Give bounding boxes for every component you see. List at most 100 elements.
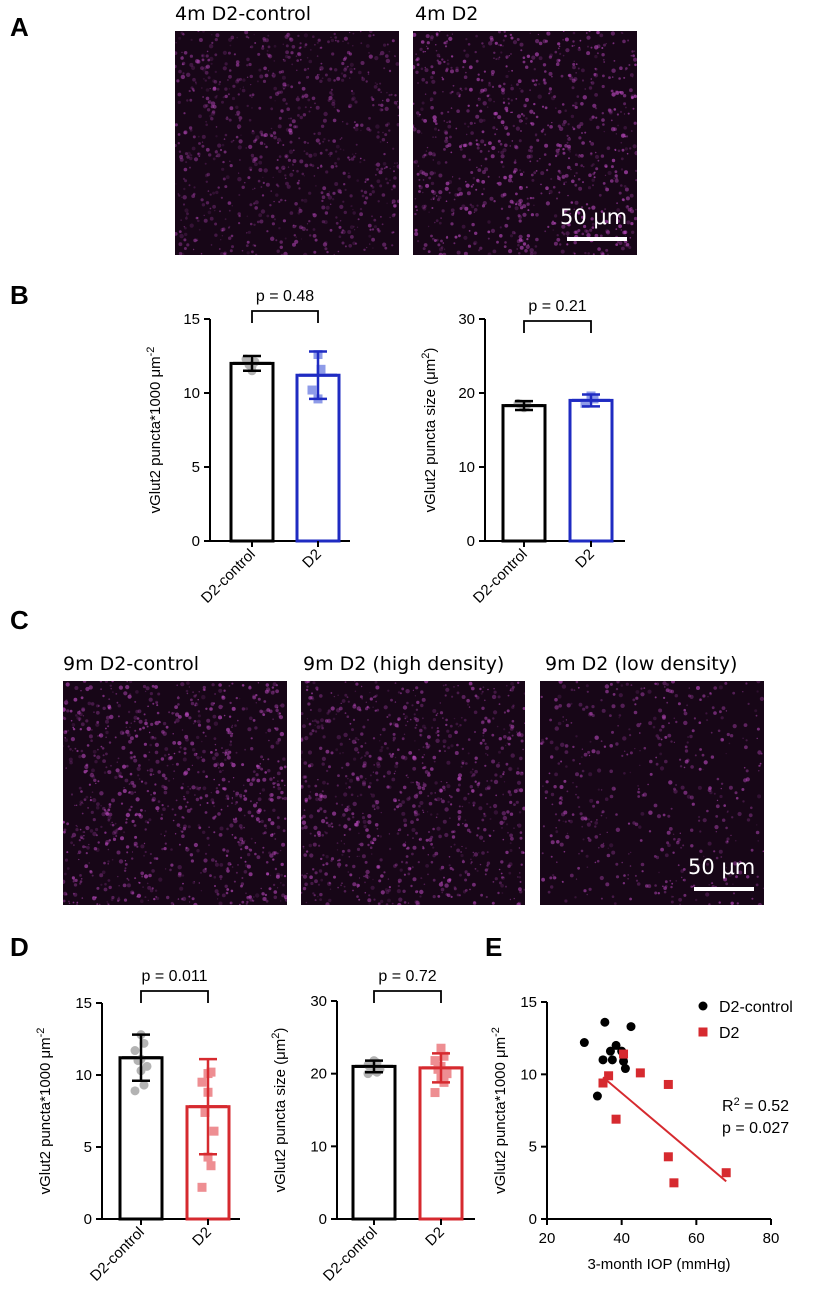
puncta-dot <box>510 724 515 729</box>
puncta-dot <box>91 768 95 773</box>
puncta-dot <box>218 83 221 86</box>
puncta-dot <box>367 898 372 903</box>
puncta-dot <box>180 252 185 255</box>
puncta-dot <box>351 728 354 732</box>
puncta-dot <box>613 60 616 62</box>
puncta-dot <box>719 794 723 799</box>
puncta-dot <box>85 763 89 767</box>
puncta-dot <box>323 138 326 141</box>
puncta-dot <box>190 741 195 746</box>
puncta-dot <box>387 888 391 892</box>
puncta-dot <box>181 51 183 54</box>
puncta-dot <box>351 812 355 816</box>
puncta-dot <box>366 834 371 839</box>
puncta-dot <box>253 33 255 36</box>
puncta-dot <box>69 748 72 751</box>
puncta-dot <box>299 208 301 211</box>
puncta-dot <box>205 64 210 69</box>
y-axis-label: vGlut2 puncta*1000 μm-2 <box>145 347 164 514</box>
puncta-dot <box>501 811 506 816</box>
puncta-dot <box>315 185 317 187</box>
puncta-dot <box>210 62 213 65</box>
puncta-dot <box>641 793 645 797</box>
puncta-dot <box>503 31 506 34</box>
puncta-dot <box>515 203 518 206</box>
puncta-dot <box>487 787 491 790</box>
puncta-dot <box>397 691 401 694</box>
puncta-dot <box>247 727 252 732</box>
puncta-dot <box>462 154 466 159</box>
puncta-dot <box>430 791 433 795</box>
puncta-dot <box>427 773 431 777</box>
puncta-dot <box>406 861 408 863</box>
puncta-dot <box>81 897 84 899</box>
puncta-dot <box>192 881 196 885</box>
puncta-dot <box>417 890 419 892</box>
puncta-dot <box>312 213 317 218</box>
puncta-dot <box>190 859 194 863</box>
puncta-dot <box>540 695 543 699</box>
puncta-dot <box>229 740 232 743</box>
puncta-dot <box>160 813 164 816</box>
puncta-dot <box>356 179 359 182</box>
puncta-dot <box>481 720 485 724</box>
puncta-dot <box>343 732 348 738</box>
puncta-dot <box>229 743 233 747</box>
puncta-dot <box>218 704 223 710</box>
puncta-dot <box>193 881 195 883</box>
puncta-dot <box>569 819 573 824</box>
puncta-dot <box>214 222 218 226</box>
puncta-dot <box>188 895 191 898</box>
puncta-dot <box>326 821 329 825</box>
puncta-dot <box>252 244 255 247</box>
puncta-dot <box>246 104 249 108</box>
puncta-dot <box>217 898 219 900</box>
puncta-dot <box>437 198 440 202</box>
puncta-dot <box>71 723 76 727</box>
puncta-dot <box>192 77 196 82</box>
puncta-dot <box>464 870 468 874</box>
puncta-dot <box>143 842 146 845</box>
puncta-dot <box>130 756 133 759</box>
puncta-dot <box>478 97 480 100</box>
puncta-dot <box>604 164 608 168</box>
puncta-dot <box>623 874 626 877</box>
puncta-dot <box>477 851 480 854</box>
puncta-dot <box>442 242 445 244</box>
puncta-dot <box>589 740 592 743</box>
puncta-dot <box>321 790 324 793</box>
puncta-dot <box>282 82 287 87</box>
puncta-dot <box>268 797 272 801</box>
puncta-dot <box>157 770 161 774</box>
puncta-dot <box>339 191 342 194</box>
puncta-dot <box>204 173 209 178</box>
puncta-dot <box>613 108 617 111</box>
puncta-dot <box>517 681 520 684</box>
puncta-dot <box>131 891 135 895</box>
puncta-dot <box>726 732 730 737</box>
puncta-dot <box>255 694 258 697</box>
y-tick-label: 5 <box>529 1139 537 1156</box>
puncta-dot <box>456 893 460 897</box>
puncta-dot <box>161 773 166 778</box>
puncta-dot <box>574 105 578 109</box>
puncta-dot <box>195 59 200 64</box>
puncta-dot <box>453 886 457 889</box>
puncta-dot <box>73 892 78 897</box>
puncta-dot <box>580 154 584 158</box>
puncta-dot <box>509 727 514 731</box>
puncta-dot <box>213 831 216 834</box>
puncta-dot <box>151 684 155 688</box>
puncta-dot <box>627 208 632 212</box>
puncta-dot <box>65 703 67 705</box>
puncta-dot <box>273 895 278 900</box>
y-tick-label: 5 <box>192 459 200 476</box>
puncta-dot <box>419 889 424 895</box>
puncta-dot <box>107 770 109 773</box>
puncta-dot <box>722 818 726 822</box>
puncta-dot <box>254 852 257 856</box>
puncta-dot <box>118 826 123 831</box>
data-point <box>363 1069 373 1079</box>
puncta-dot <box>614 148 617 151</box>
puncta-dot <box>705 892 710 897</box>
